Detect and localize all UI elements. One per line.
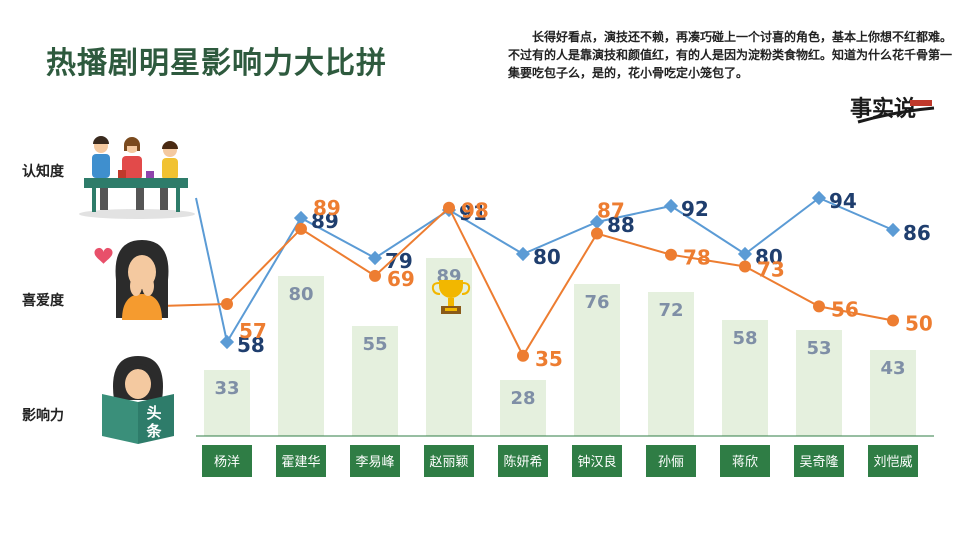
row-label-influence: 影响力 [22, 408, 64, 424]
awareness-value-label: 58 [237, 333, 265, 357]
awareness-point [737, 246, 753, 262]
trophy-icon [431, 280, 471, 314]
row-label-awareness: 认知度 [22, 164, 64, 180]
bar-value-label: 76 [584, 292, 609, 313]
bar-value-label: 33 [214, 378, 239, 399]
awareness-value-label: 80 [533, 245, 561, 269]
book-text-2: 条 [145, 422, 162, 440]
heart-icon [94, 247, 113, 264]
category-label: 陈妍希 [503, 454, 542, 470]
likability-value-label: 73 [757, 257, 785, 281]
awareness-value-label: 94 [829, 189, 857, 213]
awareness-point [515, 246, 531, 262]
people-at-table-icon [79, 136, 195, 219]
likability-point [739, 260, 751, 273]
likability-point [591, 227, 603, 240]
awareness-value-label: 86 [903, 221, 931, 245]
likability-point [369, 269, 381, 282]
category-box [498, 445, 548, 477]
category-box [572, 445, 622, 477]
category-box [868, 445, 918, 477]
likability-value-label: 87 [597, 199, 625, 223]
awareness-value-label: 89 [311, 209, 339, 233]
awareness-value-label: 80 [755, 245, 783, 269]
likability-value-label: 69 [387, 267, 415, 291]
awareness-value-label: 88 [607, 213, 635, 237]
bar-value-label: 72 [658, 300, 683, 321]
bar-0 [204, 370, 250, 436]
page-title: 热播剧明星影响力大比拼 [46, 46, 387, 81]
book-text-1: 头 [146, 404, 161, 422]
awareness-value-label: 92 [681, 197, 709, 221]
bar-5 [574, 284, 620, 436]
likability-value-label: 56 [831, 297, 859, 321]
awareness-point [589, 214, 605, 230]
bar-2 [352, 326, 398, 436]
awareness-line [226, 196, 894, 343]
category-label: 钟汉良 [577, 454, 616, 470]
bar-value-label: 80 [288, 284, 313, 305]
likability-point [221, 298, 233, 311]
likability-point [443, 201, 455, 214]
row-label-likability: 喜爱度 [22, 293, 64, 309]
category-box [350, 445, 400, 477]
crying-woman-icon [115, 240, 169, 320]
likability-value-label: 50 [905, 312, 933, 336]
awareness-value-label: 91 [459, 201, 487, 225]
bar-7 [722, 320, 768, 436]
bar-value-label: 43 [880, 358, 905, 379]
awareness-point [367, 250, 383, 266]
category-box [424, 445, 474, 477]
likability-point [813, 300, 825, 313]
awareness-point [663, 198, 679, 214]
bar-value-label: 58 [732, 328, 757, 349]
category-label: 刘恺威 [873, 455, 912, 470]
logo-text: 事实说 [850, 96, 916, 122]
awareness-point [293, 210, 309, 226]
bar-value-label: 55 [362, 334, 387, 355]
likability-point [295, 222, 307, 235]
likability-value-label: 57 [239, 319, 267, 343]
likability-value-label: 35 [535, 347, 563, 371]
likability-value-label: 89 [313, 196, 341, 220]
category-labels: 杨洋 霍建华 李易峰 赵丽颖 陈妍希 钟汉良 孙俪 蒋欣 吴奇隆 刘恺威 [202, 445, 918, 477]
category-label: 赵丽颖 [429, 455, 468, 470]
description-text: 长得好看点，演技还不赖，再凑巧碰上一个讨喜的角色，基本上你想不红都难。不过有的人… [508, 30, 953, 80]
likability-value-label: 78 [683, 246, 711, 270]
bar-4 [500, 380, 546, 436]
category-box [202, 445, 252, 477]
category-box [646, 445, 696, 477]
category-label: 孙俪 [658, 455, 684, 470]
bar-value-label: 53 [806, 338, 831, 359]
bar-9 [870, 350, 916, 436]
bar-6 [648, 292, 694, 436]
category-box [276, 445, 326, 477]
category-label: 蒋欣 [732, 455, 758, 470]
category-box [794, 445, 844, 477]
bar-8 [796, 330, 842, 436]
bar-value-label: 28 [510, 388, 535, 409]
category-label: 杨洋 [214, 455, 240, 470]
likability-value-label: 98 [461, 199, 489, 223]
awareness-point [811, 190, 827, 206]
likability-point [887, 314, 899, 327]
likability-point [517, 349, 529, 362]
brand-logo: 事实说 [850, 96, 935, 124]
category-box [720, 445, 770, 477]
category-label: 吴奇隆 [799, 454, 838, 470]
likability-point [665, 248, 677, 261]
awareness-point [885, 222, 901, 238]
bar-1 [278, 276, 324, 436]
category-label: 霍建华 [281, 455, 320, 470]
reading-girl-icon: 头 条 [102, 356, 174, 444]
likability-line [159, 206, 894, 358]
category-label: 李易峰 [355, 455, 394, 470]
likability-series: 57 89 69 98 35 87 78 73 56 50 [159, 196, 933, 371]
